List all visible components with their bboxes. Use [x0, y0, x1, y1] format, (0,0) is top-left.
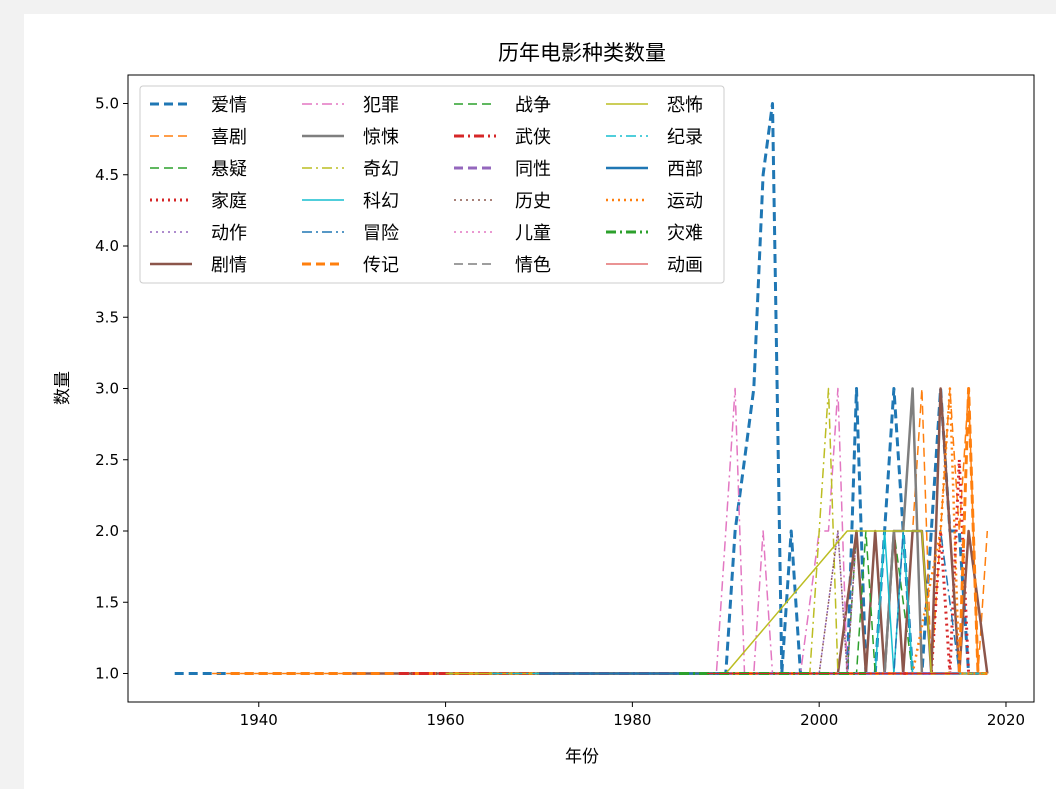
legend-label-16: 儿童 — [515, 223, 551, 244]
legend-label-18: 恐怖 — [667, 95, 703, 116]
chart-title: 历年电影种类数量 — [498, 41, 666, 65]
legend-label-2: 悬疑 — [211, 159, 247, 180]
legend-label-4: 动作 — [211, 223, 247, 244]
plot-lines — [174, 102, 989, 675]
y-axis: 1.0 1.5 2.0 2.5 3.0 3.5 4.0 4.5 5.0 — [95, 95, 128, 683]
legend-label-13: 武侠 — [515, 127, 551, 148]
legend-label-3: 家庭 — [211, 191, 247, 212]
x-tick-label: 1980 — [613, 711, 651, 729]
legend-label-11: 传记 — [363, 255, 399, 276]
legend-label-21: 运动 — [667, 191, 703, 212]
series-line-1 — [212, 387, 989, 675]
legend-label-7: 惊悚 — [363, 127, 399, 148]
legend-label-5: 剧情 — [211, 255, 247, 276]
chart-frame: 历年电影种类数量 1940 1960 1980 2000 2020 1.0 1.5 2.0 2… — [24, 14, 1056, 789]
legend-label-0: 爱情 — [211, 95, 247, 116]
y-tick-label: 3.0 — [95, 380, 119, 398]
series-line-3 — [398, 458, 988, 675]
y-tick-label: 2.0 — [95, 522, 119, 540]
legend-label-6: 犯罪 — [363, 95, 399, 116]
x-axis: 1940 1960 1980 2000 2020 — [240, 702, 1025, 729]
y-tick-label: 4.5 — [95, 166, 119, 184]
legend-label-20: 西部 — [667, 159, 703, 180]
y-tick-label: 3.5 — [95, 308, 119, 326]
legend-label-14: 同性 — [515, 159, 551, 180]
legend-label-23: 动画 — [667, 255, 703, 276]
legend-label-19: 纪录 — [667, 127, 703, 148]
legend-label-22: 灾难 — [667, 223, 703, 244]
y-tick-label: 1.0 — [95, 665, 119, 683]
y-axis-label: 数量 — [53, 371, 73, 405]
line-chart: 历年电影种类数量 1940 1960 1980 2000 2020 1.0 1.5 2.0 2… — [53, 41, 1035, 767]
y-tick-label: 1.5 — [95, 593, 119, 611]
legend-label-12: 战争 — [515, 95, 551, 116]
legend-label-1: 喜剧 — [211, 127, 247, 148]
x-tick-label: 1940 — [240, 711, 278, 729]
series-line-18 — [445, 530, 988, 675]
legend-label-15: 历史 — [515, 191, 551, 212]
legend-label-10: 冒险 — [363, 223, 399, 244]
x-axis-label: 年份 — [565, 747, 599, 767]
legend-label-8: 奇幻 — [363, 159, 399, 180]
y-tick-label: 4.0 — [95, 237, 119, 255]
y-tick-label: 2.5 — [95, 451, 119, 469]
legend-box — [139, 85, 725, 284]
x-tick-label: 2000 — [800, 711, 838, 729]
x-tick-label: 1960 — [426, 711, 464, 729]
legend-label-9: 科幻 — [363, 191, 399, 212]
y-tick-label: 5.0 — [95, 95, 119, 113]
legend-label-17: 情色 — [515, 255, 551, 276]
x-tick-label: 2020 — [987, 711, 1025, 729]
